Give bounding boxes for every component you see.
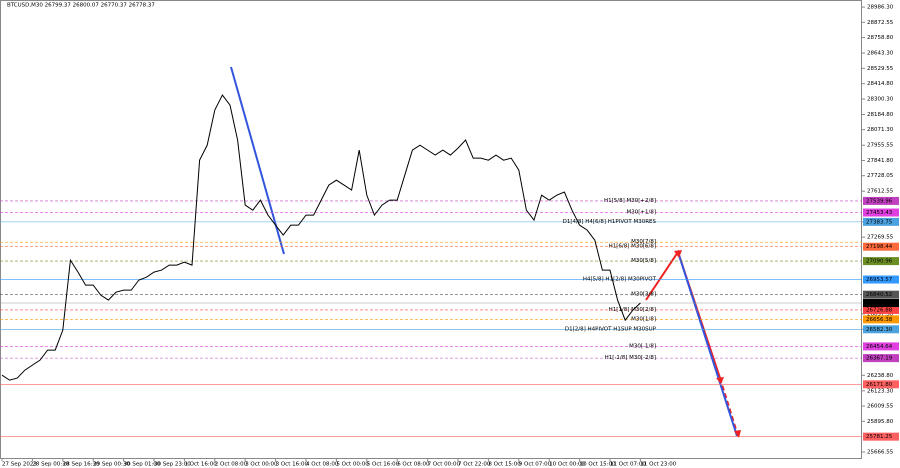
x-tick-label: 10 Oct 15:00	[580, 462, 616, 468]
level-text: H1[1/8] M30[2/8]	[609, 307, 656, 313]
level-text: M30[7/8]	[631, 239, 656, 245]
level-text: M30[-1/8]	[629, 343, 656, 349]
y-tick-label: 26009.55	[867, 404, 894, 410]
level-label: 26171.80	[866, 382, 893, 388]
y-tick-label: 25895.80	[867, 419, 894, 425]
level-label: 26454.64	[866, 344, 893, 350]
x-tick-label: 7 Oct 00:00	[428, 462, 461, 468]
level-box	[863, 242, 899, 251]
level-label: 26953.57	[866, 277, 893, 283]
level-label: 26726.88	[866, 307, 893, 313]
arrow-head	[716, 377, 724, 384]
arrow-head	[674, 250, 682, 258]
x-tick-label: 8 Oct 15:00	[488, 462, 521, 468]
x-tick-label: 28 Sep 16:30	[63, 462, 100, 468]
arrow-head	[734, 430, 741, 438]
level-label: 27198.44	[866, 244, 893, 250]
level-text: M30[+1/8]	[627, 210, 657, 216]
y-tick-label: 28986.30	[867, 5, 894, 11]
level-box	[863, 432, 899, 441]
plot-frame	[0, 0, 862, 459]
x-tick-label: 2 Oct 08:00	[215, 462, 248, 468]
current-price-label: 26778.37	[866, 301, 893, 307]
level-box	[863, 275, 899, 284]
y-tick-label: 26123.30	[867, 388, 894, 394]
y-tick-label: 28758.80	[867, 35, 894, 41]
y-tick-label: 28872.55	[867, 20, 894, 26]
level-label: 26582.30	[866, 327, 893, 333]
level-text: D1[4/8] H4[6/8] H1PIVOT M30RES	[563, 219, 657, 225]
x-tick-label: 7 Oct 22:00	[458, 462, 491, 468]
x-tick-label: 10 Oct 00:00	[549, 462, 585, 468]
level-text: H4[5/8] H1[2/8] M30PIVOT	[583, 277, 657, 283]
level-label: 26840.52	[866, 292, 892, 298]
y-tick-label: 26697.30	[867, 311, 894, 317]
level-box	[863, 217, 899, 226]
level-label: 26656.38	[866, 317, 893, 323]
level-text: M30[5/8]	[631, 258, 656, 264]
level-box	[863, 290, 899, 299]
level-text: H1[5/8] M30[+2/8]	[604, 198, 656, 204]
y-tick-label: 28529.55	[867, 66, 894, 72]
y-tick-label: 27269.55	[867, 235, 894, 241]
forecast-blue	[677, 251, 738, 437]
level-box	[863, 342, 899, 351]
level-label: 27383.75	[866, 219, 893, 225]
y-tick-label: 27955.55	[867, 143, 894, 149]
level-label: 27090.96	[866, 259, 893, 265]
level-box	[863, 305, 899, 314]
trend-line	[230, 66, 285, 255]
x-tick-label: 30 Sep 23:00	[154, 462, 191, 468]
level-box	[863, 315, 899, 324]
level-box	[863, 380, 899, 389]
level-box	[863, 325, 899, 334]
x-tick-label: 9 Oct 07:00	[519, 462, 552, 468]
x-tick-label: 28 Sep 00:30	[32, 462, 69, 468]
y-tick-label: 27841.80	[867, 158, 894, 164]
level-label: 27539.96	[866, 198, 893, 204]
level-text: H1[6/8] M30[6/8]	[609, 244, 656, 250]
x-tick-label: 11 Oct 07:00	[610, 462, 646, 468]
y-tick-label: 27612.55	[867, 189, 894, 195]
level-label: 27453.43	[866, 210, 893, 216]
level-box	[863, 257, 899, 266]
x-tick-label: 4 Oct 08:00	[306, 462, 339, 468]
x-tick-label: 29 Sep 00:30	[93, 462, 130, 468]
level-text: D1[2/8] H4PIVOT H1SUP M30SUP	[565, 326, 657, 332]
price-line	[1, 94, 641, 381]
level-text: M30[3/8]	[631, 292, 656, 298]
x-tick-label: 1 Oct 16:00	[184, 462, 217, 468]
x-tick-label: 27 Sep 2023	[2, 462, 37, 468]
x-tick-label: 5 Oct 00:00	[336, 462, 369, 468]
x-tick-label: 6 Oct 08:00	[397, 462, 430, 468]
level-box	[863, 196, 899, 205]
level-label: 25781.25	[866, 434, 893, 440]
x-tick-label: 3 Oct 16:00	[276, 462, 309, 468]
y-tick-label: 28414.80	[867, 81, 894, 87]
level-box	[863, 354, 899, 363]
x-tick-label: 3 Oct 00:00	[245, 462, 278, 468]
y-tick-label: 28643.30	[867, 51, 894, 57]
chart-title: BTCUSD,M30 26799.37 26800.07 26770.37 26…	[7, 3, 155, 9]
current-price-box	[863, 299, 899, 308]
x-tick-label: 5 Oct 16:00	[367, 462, 400, 468]
level-text: H1[-1/8] M30[-2/8]	[605, 355, 656, 361]
y-tick-label: 28300.30	[867, 97, 894, 103]
x-tick-label: 11 Oct 23:00	[640, 462, 676, 468]
y-tick-label: 26238.80	[867, 373, 894, 379]
level-text: M30[1/8]	[631, 316, 656, 322]
y-tick-label: 28184.80	[867, 112, 894, 118]
forecast-red-dashed	[719, 377, 739, 437]
y-tick-label: 25666.55	[867, 450, 894, 456]
level-label: 26367.19	[866, 356, 893, 362]
x-tick-label: 30 Sep 01:00	[124, 462, 161, 468]
y-tick-label: 27728.05	[867, 173, 894, 179]
y-tick-label: 28071.30	[867, 127, 894, 133]
level-box	[863, 208, 899, 217]
